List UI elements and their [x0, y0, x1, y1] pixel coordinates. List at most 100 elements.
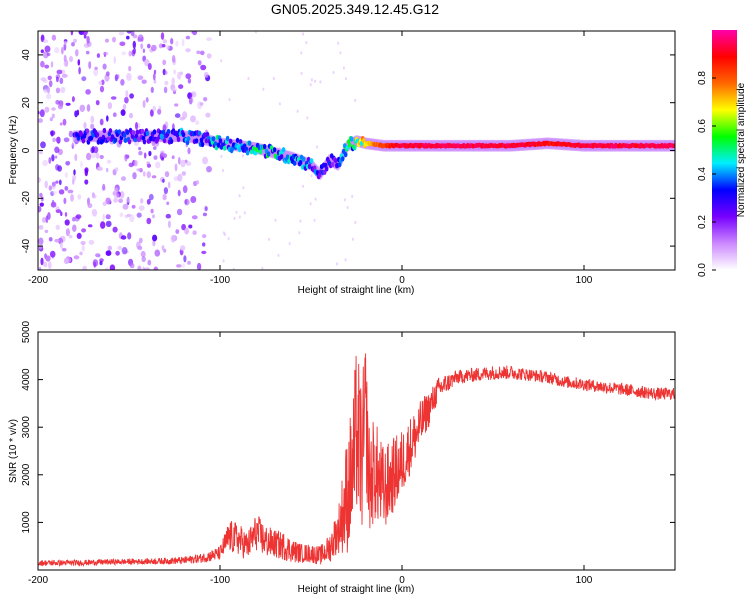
spectrogram-noise-dot — [44, 229, 49, 233]
spectrogram-noise-dot — [132, 172, 137, 180]
snr-x-tick-label: -200 — [28, 575, 48, 586]
spectrogram-noise-dot — [185, 161, 192, 167]
spectrogram-noise-dot — [60, 86, 66, 94]
spectrogram-noise-dot — [202, 212, 207, 217]
spectrogram-noise-dot — [160, 150, 165, 156]
spectrogram-noise-dot — [50, 191, 55, 197]
spectrogram-noise-dot — [98, 80, 102, 86]
spectrogram-noise-dot — [200, 50, 205, 56]
spectrogram-noise-dot — [196, 262, 202, 270]
spectrogram-noise-dot — [100, 221, 106, 229]
spectrogram-noise-dot — [121, 247, 128, 255]
spectrogram-noise-dot — [160, 32, 165, 40]
spectrogram-noise-dot — [310, 174, 313, 178]
spectrogram-noise-dot — [346, 205, 349, 210]
spectrogram-ridge-dot — [218, 138, 223, 144]
spectrogram-noise-dot — [152, 73, 156, 81]
spectrogram-noise-dot — [288, 241, 291, 246]
spectrogram-ridge-dot — [272, 147, 277, 153]
snr-x-ticks: -200 -100 0 100 — [28, 332, 593, 586]
spectrogram-noise-dot — [319, 80, 322, 84]
colorbar: 0.0 0.2 0.4 0.6 0.8 Normalized spectral ampl… — [697, 30, 747, 277]
spectrogram-ridge-dot — [279, 154, 284, 160]
spectrogram-noise-dot — [51, 154, 55, 162]
spectrogram-noise-dot — [185, 35, 191, 40]
spectrogram-noise-dot — [278, 102, 281, 106]
spectrogram-noise-dot — [73, 38, 77, 43]
spectrogram-noise-dot — [45, 215, 49, 224]
spectrogram-noise-dot — [200, 64, 207, 71]
spectrogram-noise-dot — [81, 76, 87, 82]
colorbar-tick-label: 0.4 — [697, 167, 708, 181]
spectrogram-noise-dot — [128, 50, 132, 57]
spectrogram-noise-dot — [119, 191, 125, 199]
spectrogram-noise-dot — [161, 245, 165, 251]
spectrogram-ridge-dot — [237, 147, 242, 153]
spectrogram-noise-dot — [87, 224, 93, 228]
spectrogram-noise-dot — [166, 201, 170, 206]
spectrogram-x-axis-label: Height of straight line (km) — [298, 285, 415, 296]
spectrogram-noise-dot — [116, 74, 120, 80]
spectrogram-noise-dot — [197, 60, 202, 66]
spectrogram-noise-dot — [85, 89, 91, 95]
spectrogram-noise-dot — [65, 60, 69, 67]
spectrogram-noise-dot — [201, 250, 207, 255]
spectrogram-noise-dot — [91, 145, 95, 154]
spectrogram-noise-dot — [63, 257, 69, 265]
spectrogram-noise-dot — [261, 266, 264, 270]
spectrogram-noise-dot — [106, 167, 109, 173]
spectrogram-noise-dot — [344, 258, 347, 262]
spectrogram-ridge-dot — [333, 158, 338, 164]
spectrogram-noise-dot — [136, 168, 143, 172]
spectrogram-noise-dot — [183, 255, 187, 263]
spectrogram-ridge-dot — [152, 129, 157, 135]
spectrogram-noise-dot — [39, 192, 43, 198]
spectrogram-noise-dot — [162, 39, 168, 44]
spectrogram-noise-dot — [175, 229, 180, 235]
spectrogram-noise-dot — [107, 102, 113, 110]
spectrogram-ridge-dot — [225, 135, 230, 141]
snr-x-tick-label: -100 — [210, 575, 230, 586]
spectrogram-noise-dot — [65, 228, 70, 237]
spectrogram-noise-dot — [93, 68, 99, 77]
spectrogram-noise-dot — [128, 65, 132, 72]
spectrogram-ridge-dot — [142, 139, 147, 145]
spectrogram-noise-dot — [61, 46, 64, 55]
spectrogram-noise-dot — [146, 198, 151, 205]
spectrogram-noise-dot — [46, 52, 51, 57]
spectrogram-noise-dot — [298, 231, 301, 235]
spectrogram-noise-dot — [181, 263, 186, 268]
spectrogram-noise-dot — [119, 41, 126, 47]
spectrogram-noise-dot — [150, 44, 157, 52]
spectrogram-noise-dot — [84, 168, 89, 177]
spectrogram-noise-dot — [192, 31, 198, 36]
figure-title: GN05.2025.349.12.45.G12 — [270, 1, 440, 17]
spectrogram-noise-dot — [64, 212, 68, 217]
spectrogram-ridge-dot — [166, 128, 171, 135]
spectrogram-noise-dot — [120, 79, 125, 86]
spectrogram-x-tick-label: -100 — [210, 275, 230, 286]
spectrogram-noise-dot — [90, 115, 95, 124]
spectrogram-noise-dot — [170, 234, 176, 243]
spectrogram-noise-dot — [147, 43, 151, 49]
spectrogram-noise-dot — [162, 193, 167, 201]
spectrogram-noise-dot — [302, 184, 305, 188]
spectrogram-noise-dot — [143, 171, 146, 177]
spectrogram-y-axis-label: Frequency (Hz) — [8, 116, 19, 185]
spectrogram-noise-dot — [254, 31, 257, 34]
spectrogram-noise-dot — [167, 220, 171, 229]
spectrogram-noise-dot — [48, 80, 53, 88]
spectrogram-y-ticks: -40 -20 0 20 40 — [21, 49, 675, 253]
spectrogram-noise-dot — [152, 234, 158, 242]
spectrogram-noise-dot — [75, 49, 79, 57]
spectrogram-noise-dot — [146, 171, 151, 179]
spectrogram-noise-dot — [44, 45, 51, 53]
spectrogram-noise-dot — [243, 211, 246, 215]
spectrogram-noise-dot — [91, 209, 98, 217]
spectrogram-noise-dot — [117, 245, 123, 251]
spectrogram-noise-dot — [224, 232, 226, 236]
snr-x-axis-label: Height of straight line (km) — [298, 584, 415, 595]
spectrogram-noise-dot — [55, 180, 59, 184]
spectrogram-noise-dot — [314, 197, 317, 201]
